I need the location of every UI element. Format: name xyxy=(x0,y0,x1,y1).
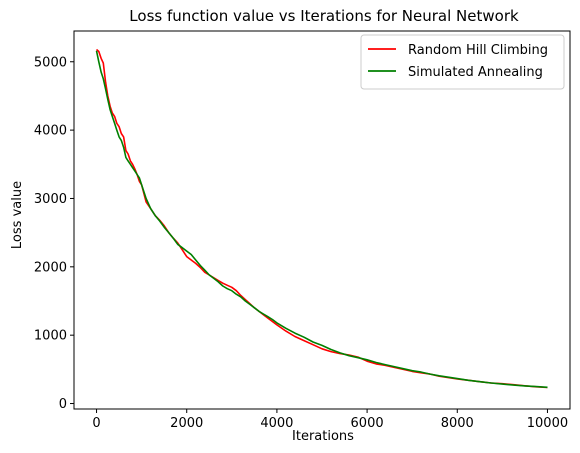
series-line-simulated-annealing xyxy=(95,50,548,389)
x-tick-label: 0 xyxy=(92,416,100,431)
legend-frame xyxy=(360,34,565,90)
y-tick-label: 0 xyxy=(59,397,67,412)
x-tick-label: 6000 xyxy=(351,416,384,431)
chart-title: Loss function value vs Iterations for Ne… xyxy=(129,7,519,25)
y-axis-label: Loss value xyxy=(10,181,25,249)
legend: Random Hill Climbing Simulated Annealing xyxy=(360,34,565,90)
x-tick-label: 10000 xyxy=(527,416,568,431)
y-tick-label: 5000 xyxy=(34,55,67,70)
axis-ticks: 0 2000 4000 6000 8000 10000 0 1000 2000 3000 4000 5… xyxy=(34,55,568,431)
y-tick-label: 3000 xyxy=(34,192,67,207)
plot-area xyxy=(73,30,571,410)
y-tick-label: 1000 xyxy=(34,329,67,344)
x-tick-label: 2000 xyxy=(170,416,203,431)
x-tick-label: 8000 xyxy=(441,416,474,431)
legend-label-simulated-annealing: Simulated Annealing xyxy=(408,65,543,80)
y-tick-label: 4000 xyxy=(34,124,67,139)
legend-label-random-hill-climbing: Random Hill Climbing xyxy=(408,43,548,58)
plot-frame xyxy=(73,30,571,410)
x-axis-label: Iterations xyxy=(292,429,354,444)
y-tick-label: 2000 xyxy=(34,260,67,275)
x-tick-label: 4000 xyxy=(260,416,293,431)
